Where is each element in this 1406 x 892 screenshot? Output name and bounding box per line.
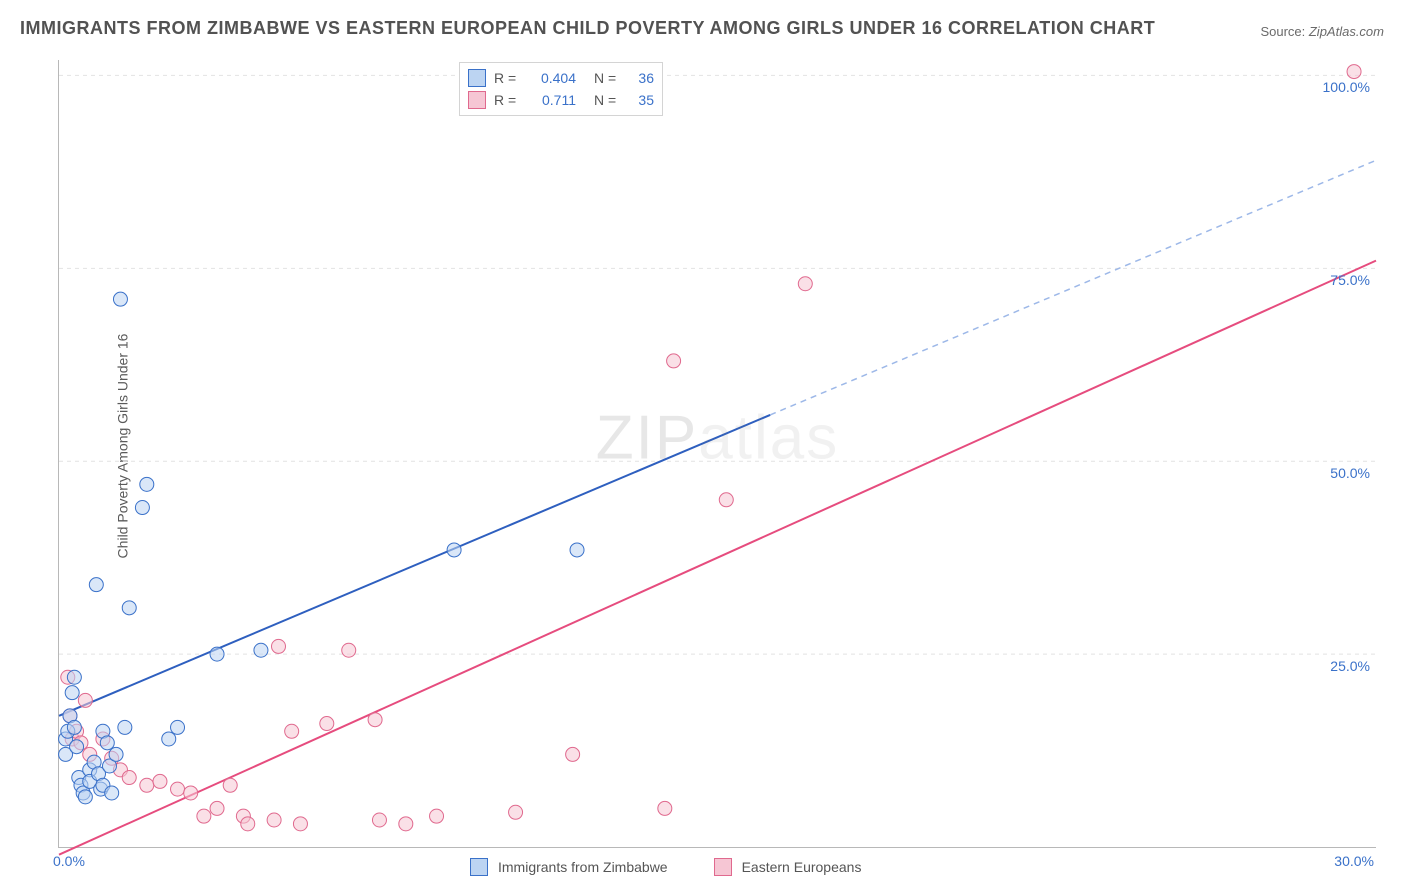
n-value: 35 [628, 92, 654, 108]
legend-swatch-series1 [468, 69, 486, 87]
n-label: N = [594, 70, 620, 86]
correlation-legend-row: R = 0.711 N = 35 [468, 89, 654, 111]
x-tick-label: 0.0% [53, 853, 85, 869]
y-tick-label: 100.0% [1323, 79, 1370, 95]
series-legend: Immigrants from Zimbabwe Eastern Europea… [470, 858, 861, 876]
r-value: 0.711 [528, 92, 576, 108]
y-tick-label: 50.0% [1330, 465, 1370, 481]
chart-svg [59, 60, 1376, 847]
source-attribution: Source: ZipAtlas.com [1260, 24, 1384, 39]
r-label: R = [494, 70, 520, 86]
correlation-legend-row: R = 0.404 N = 36 [468, 67, 654, 89]
source-label: Source: [1260, 24, 1308, 39]
y-tick-label: 75.0% [1330, 272, 1370, 288]
legend-swatch-series1 [470, 858, 488, 876]
legend-swatch-series2 [714, 858, 732, 876]
y-tick-label: 25.0% [1330, 658, 1370, 674]
chart-title: IMMIGRANTS FROM ZIMBABWE VS EASTERN EURO… [20, 18, 1155, 39]
source-value: ZipAtlas.com [1309, 24, 1384, 39]
x-tick-label: 30.0% [1334, 853, 1374, 869]
legend-swatch-series2 [468, 91, 486, 109]
chart-container: IMMIGRANTS FROM ZIMBABWE VS EASTERN EURO… [0, 0, 1406, 892]
r-value: 0.404 [528, 70, 576, 86]
legend-label-series2: Eastern Europeans [742, 859, 862, 875]
correlation-legend: R = 0.404 N = 36 R = 0.711 N = 35 [459, 62, 663, 116]
legend-label-series1: Immigrants from Zimbabwe [498, 859, 668, 875]
plot-area: ZIPatlas R = 0.404 N = 36 R = 0.711 N = … [58, 60, 1376, 848]
n-value: 36 [628, 70, 654, 86]
r-label: R = [494, 92, 520, 108]
n-label: N = [594, 92, 620, 108]
